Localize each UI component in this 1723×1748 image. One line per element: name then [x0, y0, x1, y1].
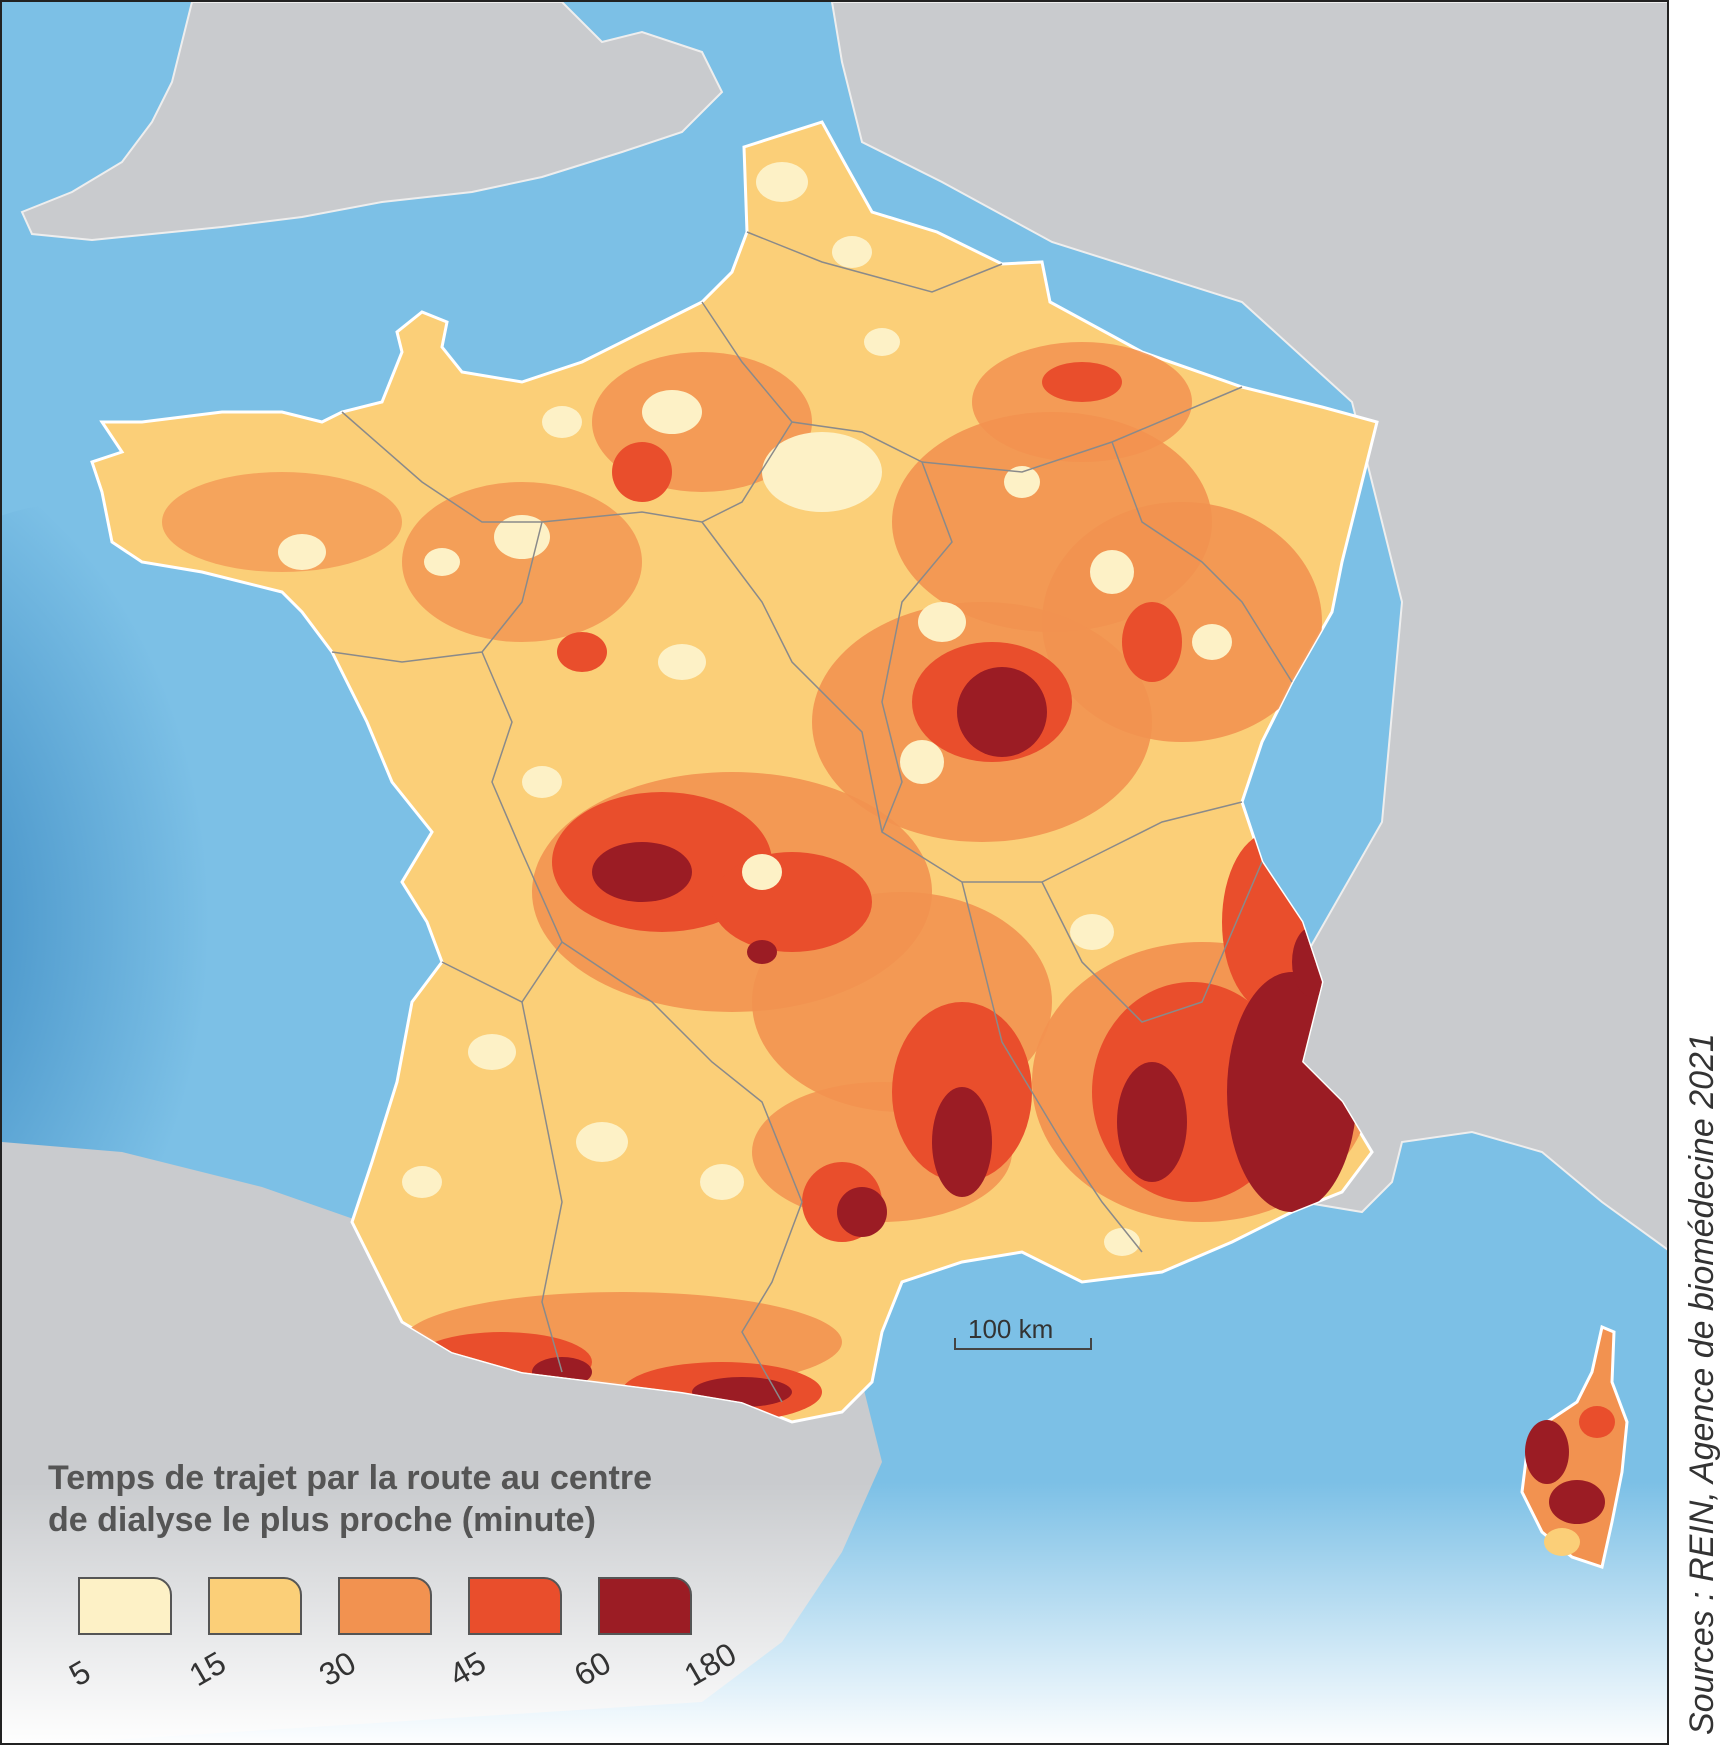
region-boundaries — [331, 231, 1293, 1403]
legend-swatch-15-30 — [208, 1577, 302, 1635]
choropleth-map — [2, 2, 1667, 1743]
travel-time-hotspots — [162, 162, 1372, 1422]
legend-swatch-60-180 — [598, 1577, 692, 1635]
map-frame: 100 km Temps de trajet par la route au c… — [0, 0, 1669, 1745]
scale-bar-line — [954, 1348, 1092, 1350]
legend: Temps de trajet par la route au centre d… — [48, 1457, 808, 1727]
legend-tick-15: 15 — [183, 1644, 232, 1694]
legend-title-line1: Temps de trajet par la route au centre — [48, 1459, 652, 1497]
corsica-hotspots — [1525, 1406, 1615, 1556]
legend-tick-5: 5 — [63, 1653, 97, 1694]
deep-atlantic — [2, 502, 402, 1342]
scale-bar-tick-right — [1090, 1338, 1092, 1350]
legend-title: Temps de trajet par la route au centre d… — [48, 1457, 808, 1541]
legend-swatch-5-15 — [78, 1577, 172, 1635]
legend-tick-30: 30 — [313, 1644, 362, 1694]
scale-bar-tick-left — [954, 1338, 956, 1350]
scale-bar-label: 100 km — [968, 1314, 1054, 1344]
legend-tick-180: 180 — [678, 1635, 743, 1694]
legend-swatch-45-60 — [468, 1577, 562, 1635]
legend-swatch-30-45 — [338, 1577, 432, 1635]
scale-bar: 100 km — [954, 1314, 1092, 1354]
source-credit: Sources : REIN, Agence de biomédecine 20… — [1683, 1033, 1721, 1735]
legend-tick-60: 60 — [568, 1644, 617, 1694]
legend-title-line2: de dialyse le plus proche (minute) — [48, 1501, 596, 1539]
land-uk — [20, 2, 724, 242]
legend-tick-45: 45 — [443, 1644, 492, 1694]
